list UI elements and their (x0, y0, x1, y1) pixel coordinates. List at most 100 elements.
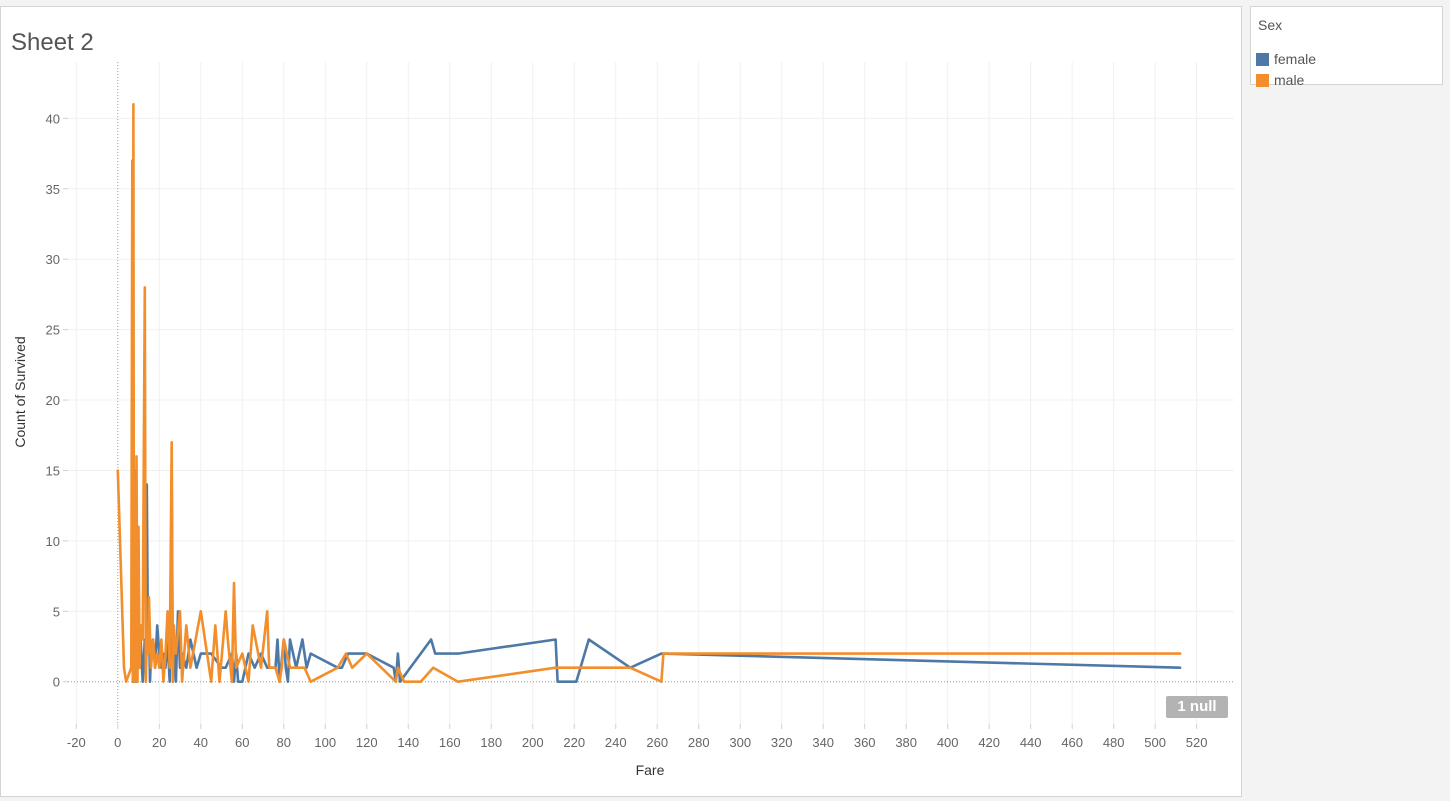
data-point-female[interactable] (177, 610, 179, 613)
data-point-female[interactable] (434, 652, 437, 655)
data-point-male[interactable] (218, 680, 221, 683)
data-point-female[interactable] (397, 652, 399, 655)
data-point-female[interactable] (224, 666, 227, 669)
data-point-female[interactable] (241, 680, 244, 683)
data-point-male[interactable] (224, 610, 227, 613)
data-point-male[interactable] (660, 680, 663, 683)
data-point-male[interactable] (260, 666, 262, 669)
data-point-male[interactable] (134, 680, 137, 683)
data-point-female[interactable] (347, 652, 349, 655)
data-point-female[interactable] (430, 638, 432, 641)
data-point-male[interactable] (170, 441, 173, 444)
data-point-male[interactable] (139, 624, 142, 627)
chart-area[interactable]: -20 0 20 40 60 80 100 120 140 160 180 200 220 240 260 2… (0, 0, 1242, 797)
data-point-male[interactable] (136, 680, 139, 683)
data-point-female[interactable] (556, 680, 559, 683)
data-point-female[interactable] (233, 680, 235, 683)
data-point-male[interactable] (131, 159, 134, 162)
data-point-female[interactable] (266, 666, 268, 669)
data-point-male[interactable] (171, 680, 174, 683)
data-point-female[interactable] (309, 652, 312, 655)
data-point-male[interactable] (395, 680, 397, 683)
data-point-male[interactable] (179, 610, 181, 613)
data-point-female[interactable] (276, 638, 279, 641)
data-point-male[interactable] (141, 638, 144, 641)
data-point-male[interactable] (175, 652, 177, 655)
data-point-female[interactable] (399, 680, 401, 683)
data-point-male[interactable] (132, 680, 134, 683)
data-point-male[interactable] (150, 666, 152, 669)
data-point-male[interactable] (457, 680, 459, 683)
data-point-female[interactable] (301, 638, 304, 641)
legend-item-female[interactable]: female (1256, 50, 1316, 68)
data-point-male[interactable] (419, 680, 422, 683)
data-point-male[interactable] (280, 666, 283, 669)
data-point-female[interactable] (175, 680, 177, 683)
data-point-male[interactable] (135, 455, 138, 458)
series-line-female[interactable] (131, 469, 1182, 684)
data-point-female[interactable] (210, 652, 212, 655)
data-point-female[interactable] (189, 638, 192, 641)
data-point-female[interactable] (392, 666, 395, 669)
data-point-male[interactable] (185, 624, 188, 627)
data-point-male[interactable] (554, 666, 557, 669)
data-point-male[interactable] (397, 666, 399, 669)
data-point-male[interactable] (403, 680, 405, 683)
data-point-male[interactable] (274, 666, 277, 669)
data-point-male[interactable] (247, 680, 250, 683)
data-point-female[interactable] (575, 680, 578, 683)
data-point-male[interactable] (309, 680, 312, 683)
data-point-male[interactable] (251, 624, 254, 627)
data-point-male[interactable] (289, 666, 291, 669)
data-point-male[interactable] (351, 666, 354, 669)
data-point-male[interactable] (226, 638, 229, 641)
data-point-male[interactable] (116, 469, 119, 472)
null-indicator[interactable]: 1 null (1166, 696, 1228, 718)
data-point-male[interactable] (266, 610, 268, 613)
data-point-male[interactable] (162, 680, 165, 683)
data-point-female[interactable] (247, 652, 250, 655)
data-point-female[interactable] (185, 666, 188, 669)
data-point-female[interactable] (156, 624, 159, 627)
data-point-male[interactable] (189, 666, 192, 669)
data-point-male[interactable] (210, 680, 212, 683)
data-point-female[interactable] (285, 666, 287, 669)
data-point-male[interactable] (345, 652, 347, 655)
data-point-male[interactable] (235, 666, 237, 669)
data-point-male[interactable] (295, 666, 298, 669)
data-point-female[interactable] (305, 666, 308, 669)
data-point-female[interactable] (195, 666, 198, 669)
legend-item-male[interactable]: male (1256, 71, 1304, 89)
data-point-female[interactable] (199, 652, 202, 655)
data-point-male[interactable] (214, 624, 217, 627)
data-point-male[interactable] (132, 103, 135, 106)
data-point-male[interactable] (130, 666, 133, 669)
data-point-male[interactable] (173, 624, 175, 627)
data-point-male[interactable] (233, 582, 235, 584)
data-point-female[interactable] (253, 666, 256, 669)
data-point-male[interactable] (629, 666, 632, 669)
data-point-female[interactable] (1179, 666, 1181, 669)
data-point-male[interactable] (231, 680, 233, 683)
data-point-female[interactable] (660, 652, 663, 655)
data-point-male[interactable] (365, 652, 368, 655)
data-point-male[interactable] (125, 680, 127, 683)
data-point-male[interactable] (152, 638, 154, 641)
data-point-male[interactable] (432, 666, 434, 669)
data-point-male[interactable] (166, 610, 169, 613)
data-point-male[interactable] (662, 652, 665, 655)
data-point-male[interactable] (303, 666, 306, 669)
data-point-male[interactable] (138, 666, 141, 669)
data-point-male[interactable] (133, 652, 136, 655)
data-point-male[interactable] (282, 638, 285, 641)
data-point-male[interactable] (143, 286, 146, 289)
data-point-male[interactable] (147, 652, 149, 655)
data-point-female[interactable] (149, 680, 151, 683)
series-line-male[interactable] (116, 103, 1182, 684)
data-point-female[interactable] (587, 638, 590, 641)
data-point-male[interactable] (154, 666, 156, 669)
data-point-male[interactable] (148, 596, 150, 599)
data-point-female[interactable] (457, 652, 459, 655)
data-point-male[interactable] (137, 526, 140, 528)
data-point-male[interactable] (181, 680, 183, 683)
